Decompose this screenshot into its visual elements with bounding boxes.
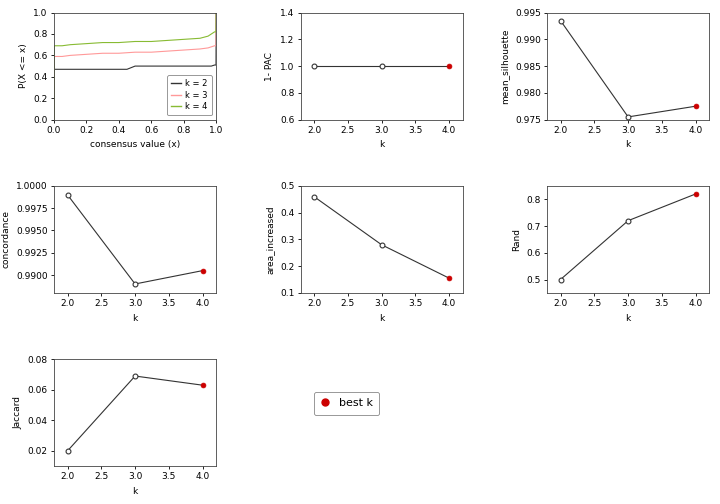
Legend: k = 2, k = 3, k = 4: k = 2, k = 3, k = 4 (167, 75, 212, 115)
X-axis label: consensus value (x): consensus value (x) (90, 141, 180, 149)
X-axis label: k: k (626, 313, 631, 323)
Y-axis label: Rand: Rand (512, 228, 521, 251)
Y-axis label: P(X <= x): P(X <= x) (19, 44, 28, 89)
Y-axis label: area_increased: area_increased (266, 205, 274, 274)
Y-axis label: concordance: concordance (1, 210, 11, 269)
Legend: best k: best k (314, 392, 379, 415)
Y-axis label: mean_silhouette: mean_silhouette (500, 28, 509, 104)
Y-axis label: 1- PAC: 1- PAC (266, 51, 274, 81)
X-axis label: k: k (626, 141, 631, 149)
X-axis label: k: k (132, 313, 138, 323)
X-axis label: k: k (379, 141, 384, 149)
Y-axis label: Jaccard: Jaccard (13, 396, 22, 429)
X-axis label: k: k (379, 313, 384, 323)
X-axis label: k: k (132, 487, 138, 496)
